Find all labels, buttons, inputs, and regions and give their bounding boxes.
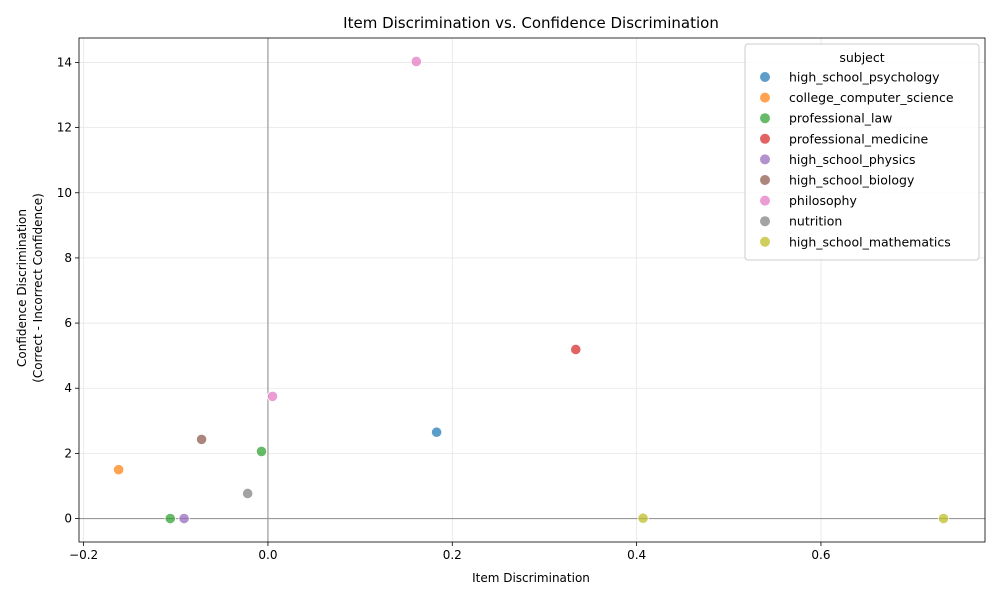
y-tick-label: 0 <box>64 512 72 526</box>
legend-box <box>744 43 980 261</box>
x-axis-ticks: −0.2 0.0 0.2 0.4 0.6 <box>69 542 830 562</box>
data-point-high-school-mathematics <box>637 512 649 524</box>
y-tick-label: 10 <box>57 186 72 200</box>
legend-marker-high-school-mathematics <box>760 236 770 247</box>
legend-label-college-computer-science: college_computer_science <box>789 90 954 105</box>
data-point-philosophy <box>266 390 279 402</box>
data-point-philosophy <box>410 55 422 68</box>
legend-marker-high-school-biology <box>760 175 770 185</box>
legend-title: subject <box>839 50 884 65</box>
data-point-high-school-psychology <box>431 426 443 438</box>
x-tick-label: −0.2 <box>69 548 98 562</box>
x-tick-label: 0.2 <box>443 548 462 562</box>
y-tick-label: 8 <box>64 251 72 265</box>
data-point-high-school-physics <box>178 512 190 525</box>
legend-marker-nutrition <box>760 216 770 227</box>
data-point-college-computer-science <box>113 464 125 476</box>
legend-items: high_school_psychology college_computer_s… <box>760 70 954 249</box>
y-axis-label-line1: Confidence Discrimination <box>15 209 29 367</box>
reference-lines <box>79 38 985 542</box>
legend-marker-professional-medicine <box>760 133 770 144</box>
data-point-high-school-biology <box>195 433 208 445</box>
y-axis-label-line2: (Correct - Incorrect Confidence) <box>31 193 45 383</box>
legend: subject high_school_psychology college_co… <box>744 43 980 261</box>
chart-title: Item Discrimination vs. Confidence Discr… <box>343 14 719 32</box>
x-axis-label: Item Discrimination <box>472 571 590 585</box>
legend-label-professional-medicine: professional_medicine <box>789 131 929 146</box>
y-tick-label: 6 <box>64 316 72 330</box>
data-point-high-school-mathematics <box>937 512 950 525</box>
data-point-professional-law <box>164 512 176 525</box>
y-tick-label: 12 <box>57 121 72 135</box>
legend-label-high-school-mathematics: high_school_mathematics <box>789 234 951 249</box>
legend-marker-high-school-physics <box>760 154 770 165</box>
y-tick-label: 14 <box>57 55 72 69</box>
x-tick-label: 0.6 <box>811 548 830 562</box>
y-tick-label: 4 <box>64 381 72 395</box>
x-tick-label: 0.4 <box>627 548 646 562</box>
plot-frame <box>78 37 986 543</box>
data-points <box>113 55 950 525</box>
legend-marker-college-computer-science <box>760 92 770 103</box>
legend-marker-high-school-psychology <box>760 72 770 82</box>
legend-marker-professional-law <box>760 113 770 124</box>
y-axis-ticks: 0 2 4 6 8 10 12 14 <box>57 55 79 526</box>
legend-label-professional-law: professional_law <box>789 111 892 126</box>
legend-label-high-school-psychology: high_school_psychology <box>789 70 940 85</box>
legend-label-nutrition: nutrition <box>789 214 842 229</box>
data-point-professional-law <box>255 445 268 458</box>
legend-label-high-school-biology: high_school_biology <box>789 173 915 188</box>
data-point-professional-medicine <box>570 343 582 356</box>
x-tick-label: 0.0 <box>258 548 277 562</box>
legend-marker-philosophy <box>760 195 770 206</box>
legend-label-high-school-physics: high_school_physics <box>789 152 915 167</box>
legend-label-philosophy: philosophy <box>789 193 857 208</box>
y-tick-label: 2 <box>64 446 72 460</box>
data-point-nutrition <box>242 487 254 500</box>
